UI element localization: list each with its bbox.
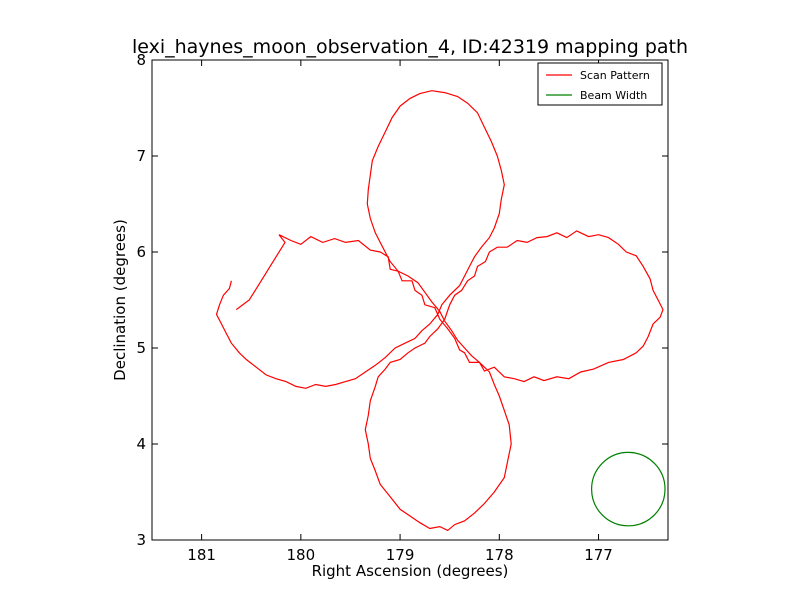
y-tick-label: 5 [136, 339, 146, 357]
y-axis: 3 4 5 6 7 8 [136, 51, 668, 549]
y-tick-label: 6 [136, 243, 146, 261]
y-tick-label: 4 [136, 435, 146, 453]
x-axis-title: Right Ascension (degrees) [312, 562, 509, 580]
beam-layer [590, 451, 666, 527]
x-tick-label: 179 [386, 546, 415, 564]
x-tick-label: 178 [485, 546, 514, 564]
chart-title: lexi_haynes_moon_observation_4, ID:42319… [132, 36, 688, 58]
x-axis: 181 180 179 178 177 [187, 60, 613, 564]
legend-beam-width-label: Beam Width [580, 89, 647, 102]
y-tick-label: 8 [136, 51, 146, 69]
legend-box [537, 62, 663, 106]
legend-scan-pattern-label: Scan Pattern [580, 69, 650, 82]
axes-frame [151, 59, 669, 541]
y-axis-title: Declination (degrees) [111, 219, 129, 381]
x-tick-label: 180 [287, 546, 316, 564]
y-tick-label: 7 [136, 147, 146, 165]
series-layer [215, 90, 664, 532]
plot-area [151, 59, 669, 541]
beam-width-circle [590, 451, 666, 527]
scan-pattern-line [215, 90, 664, 532]
legend: Scan Pattern Beam Width [537, 62, 663, 106]
x-tick-label: 177 [584, 546, 613, 564]
x-tick-label: 181 [187, 546, 216, 564]
y-tick-label: 3 [136, 531, 146, 549]
